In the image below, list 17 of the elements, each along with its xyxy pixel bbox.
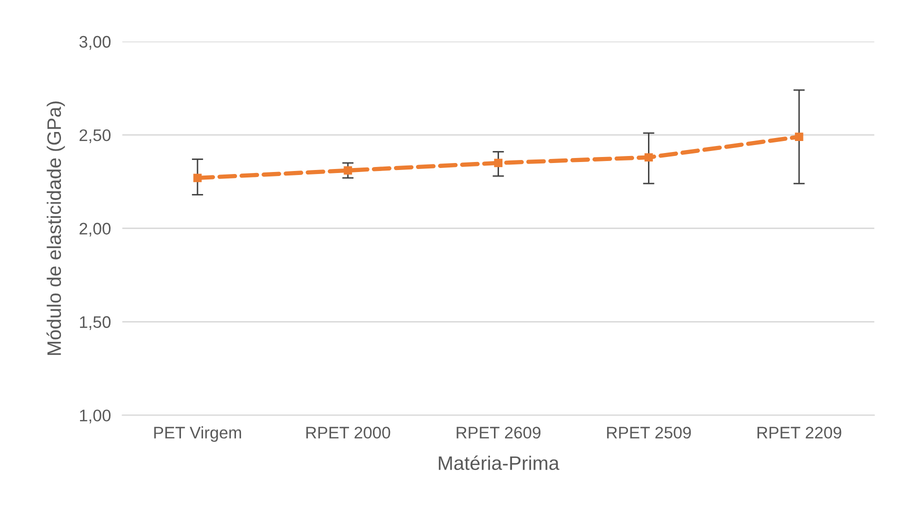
point	[794, 132, 804, 141]
x-tick-label: RPET 2609	[456, 426, 540, 439]
x-tick-label: RPET 2000	[306, 426, 390, 439]
point	[193, 174, 202, 182]
y-tick-label: 1,50	[80, 316, 111, 330]
point	[644, 153, 653, 162]
y-tick-label: 1,00	[80, 410, 111, 424]
point	[344, 166, 352, 175]
y-tick-label: 2,50	[80, 129, 111, 144]
x-tick-label: PET Virgem	[154, 426, 242, 442]
point	[494, 158, 502, 168]
y-axis-title: Módulo de elasticidade (GPa)	[46, 101, 65, 355]
x-tick-label: RPET 2209	[758, 426, 842, 439]
x-tick-label: RPET 2509	[607, 426, 691, 439]
y-tick-label: 3,00	[79, 36, 111, 50]
x-axis-title: Matéria-Prima	[438, 456, 560, 470]
y-tick-label: 2,00	[80, 222, 111, 237]
